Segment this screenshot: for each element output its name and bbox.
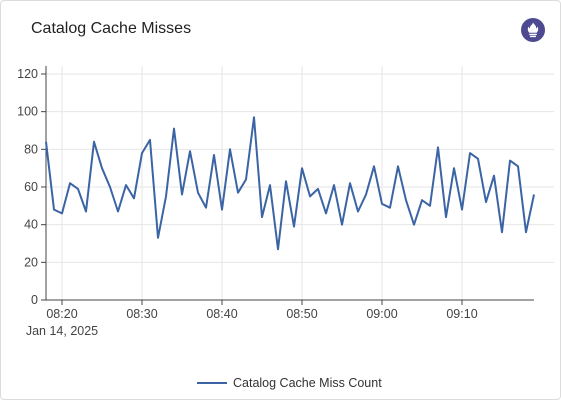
x-tick-label: 08:40 (206, 307, 237, 321)
y-tick-label: 60 (24, 180, 38, 194)
x-tick-sublabel: Jan 14, 2025 (26, 324, 98, 338)
series-line (45, 116, 535, 251)
x-tick-label: 09:00 (366, 307, 397, 321)
y-tick-label: 40 (24, 218, 38, 232)
x-tick-label: 09:10 (446, 307, 477, 321)
x-tick-label: 08:50 (286, 307, 317, 321)
prometheus-icon (521, 18, 545, 42)
y-tick-label: 80 (24, 142, 38, 156)
y-tick-label: 20 (24, 255, 38, 269)
x-tick-label: 08:20 (46, 307, 77, 321)
y-tick-label: 0 (31, 293, 38, 307)
panel-title: Catalog Cache Misses (31, 20, 192, 37)
x-tick-label: 08:30 (126, 307, 157, 321)
y-tick-label: 120 (17, 67, 38, 81)
legend-swatch (197, 382, 227, 384)
y-tick-label: 100 (17, 105, 38, 119)
legend-label: Catalog Cache Miss Count (233, 376, 382, 390)
legend[interactable]: Catalog Cache Miss Count (197, 376, 382, 390)
